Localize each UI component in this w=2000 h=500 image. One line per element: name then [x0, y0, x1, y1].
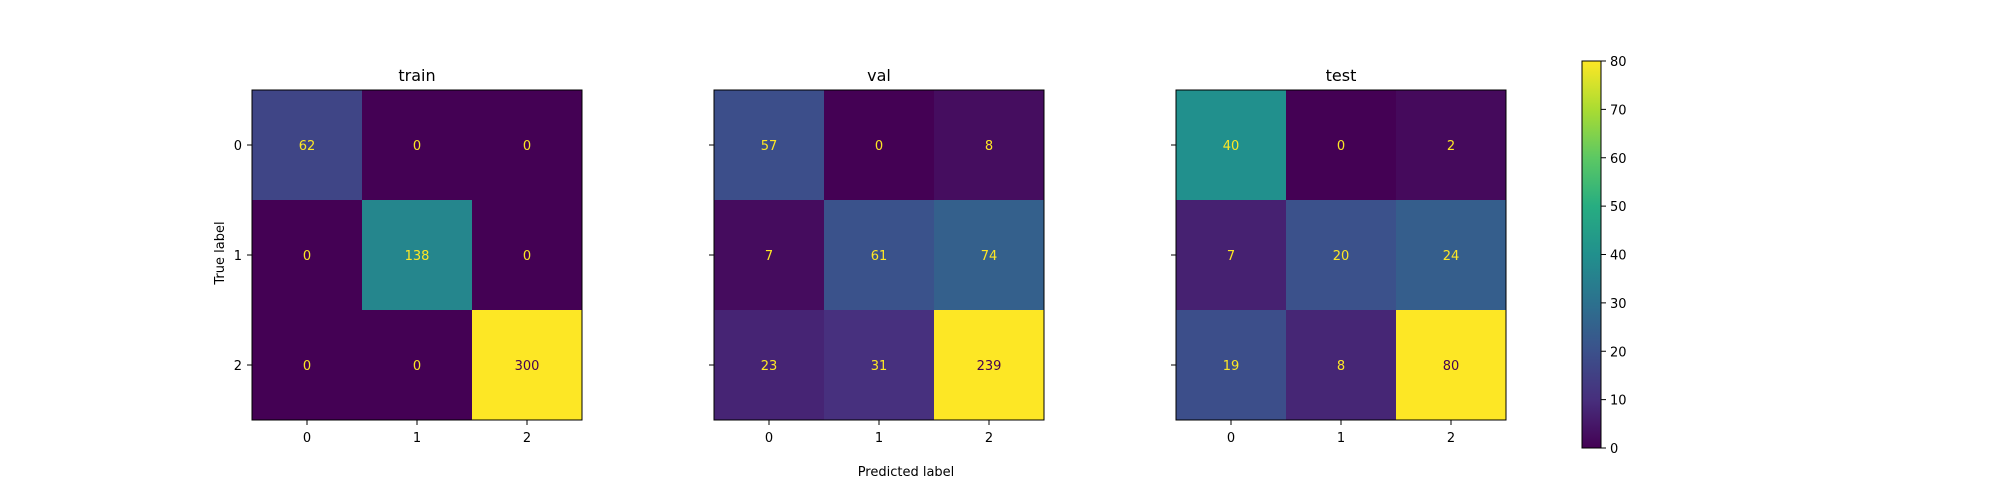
colorbar-tick-label: 80 — [1610, 55, 1627, 70]
colorbar-tick-label: 70 — [1610, 103, 1627, 118]
x-tick-label: 2 — [985, 431, 993, 446]
matrix-cell — [1286, 200, 1396, 310]
cell-value-label: 24 — [1443, 249, 1460, 264]
x-tick-label: 0 — [1227, 431, 1235, 446]
matrix-cell — [1176, 200, 1286, 310]
cell-value-label: 0 — [413, 359, 421, 374]
cell-value-label: 7 — [1227, 249, 1235, 264]
cell-value-label: 300 — [515, 359, 540, 374]
matrix-cell — [824, 200, 934, 310]
matrix-cell — [824, 90, 934, 200]
y-axis-label: True label — [213, 221, 228, 285]
colorbar-tick-label: 20 — [1610, 345, 1627, 360]
matrix-cell — [1176, 310, 1286, 420]
cell-value-label: 0 — [875, 139, 883, 154]
matrix-cell — [714, 200, 824, 310]
matrix-cell — [252, 310, 362, 420]
cell-value-label: 138 — [405, 249, 430, 264]
cell-value-label: 19 — [1223, 359, 1240, 374]
panel-title: val — [867, 66, 891, 85]
colorbar-tick-label: 30 — [1610, 297, 1627, 312]
matrix-panel-train: 62 0 0 0 138 0 0 0 300 train 0 1 2 0 1 2 — [234, 66, 583, 446]
x-tick-label: 2 — [1447, 431, 1455, 446]
cell-value-label: 31 — [871, 359, 888, 374]
matrix-cell — [1176, 90, 1286, 200]
x-tick-label: 2 — [523, 431, 531, 446]
cell-value-label: 57 — [761, 139, 778, 154]
cell-value-label: 2 — [1447, 139, 1455, 154]
colorbar-tick-label: 60 — [1610, 152, 1627, 167]
matrix-cell — [252, 90, 362, 200]
y-tick-label: 1 — [234, 249, 242, 264]
y-tick-label: 2 — [234, 359, 242, 374]
colorbar-tick-label: 50 — [1610, 200, 1627, 215]
matrix-cell — [472, 90, 582, 200]
colorbar-tick-label: 10 — [1610, 394, 1627, 409]
matrix-cell — [472, 310, 582, 420]
panel-title: train — [398, 66, 435, 85]
matrix-cell — [824, 310, 934, 420]
y-tick-label: 0 — [234, 139, 242, 154]
cell-value-label: 0 — [413, 139, 421, 154]
matrix-cell — [714, 310, 824, 420]
x-tick-label: 0 — [303, 431, 311, 446]
cell-value-label: 0 — [303, 359, 311, 374]
x-axis-label: Predicted label — [858, 465, 955, 480]
cell-value-label: 40 — [1223, 139, 1240, 154]
cell-value-label: 0 — [523, 249, 531, 264]
matrix-cell — [362, 310, 472, 420]
cell-value-label: 0 — [303, 249, 311, 264]
matrix-panel-test: 40 0 2 7 20 24 19 8 80 test 0 1 2 — [1171, 66, 1507, 446]
matrix-cell — [934, 200, 1044, 310]
matrix-cell — [934, 310, 1044, 420]
matrix-cell — [1396, 310, 1506, 420]
cell-value-label: 8 — [985, 139, 993, 154]
matrix-cell — [1396, 200, 1506, 310]
matrix-cell — [714, 90, 824, 200]
x-tick-label: 0 — [765, 431, 773, 446]
x-tick-label: 1 — [413, 431, 421, 446]
cell-value-label: 0 — [523, 139, 531, 154]
cell-value-label: 8 — [1337, 359, 1345, 374]
matrix-cell — [362, 90, 472, 200]
matrix-cell — [1286, 310, 1396, 420]
panel-title: test — [1326, 66, 1357, 85]
colorbar: 0 10 20 30 40 50 60 70 80 — [1581, 55, 1627, 457]
matrix-cell — [252, 200, 362, 310]
cell-value-label: 62 — [299, 139, 316, 154]
x-tick-label: 1 — [875, 431, 883, 446]
matrix-cell — [1396, 90, 1506, 200]
colorbar-tick-label: 40 — [1610, 249, 1627, 264]
colorbar-tick-label: 0 — [1610, 442, 1618, 457]
cell-value-label: 20 — [1333, 249, 1350, 264]
cell-value-label: 23 — [761, 359, 778, 374]
cell-value-label: 61 — [871, 249, 888, 264]
matrix-cell — [362, 200, 472, 310]
matrix-cell — [934, 90, 1044, 200]
matrix-cell — [1286, 90, 1396, 200]
x-tick-label: 1 — [1337, 431, 1345, 446]
cell-value-label: 7 — [765, 249, 773, 264]
cell-value-label: 0 — [1337, 139, 1345, 154]
cell-value-label: 74 — [981, 249, 998, 264]
matrix-panel-val: 57 0 8 7 61 74 23 31 239 val 0 1 2 — [709, 66, 1045, 446]
colorbar-gradient — [1581, 60, 1602, 449]
cell-value-label: 239 — [977, 359, 1002, 374]
cell-value-label: 80 — [1443, 359, 1460, 374]
matrix-cell — [472, 200, 582, 310]
